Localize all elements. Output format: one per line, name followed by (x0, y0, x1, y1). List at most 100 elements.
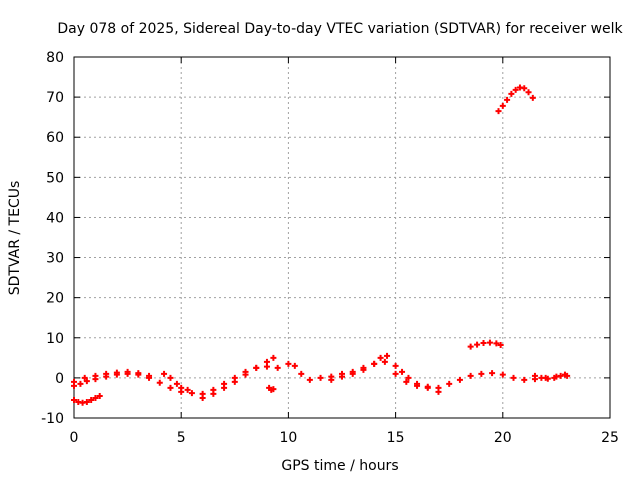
data-point (92, 372, 99, 379)
data-point (339, 373, 345, 380)
data-point (497, 341, 504, 348)
data-point (403, 378, 410, 385)
data-point (392, 362, 399, 369)
data-point (504, 96, 511, 103)
data-point (199, 394, 206, 401)
data-point (291, 362, 298, 369)
data-series (161, 370, 191, 393)
data-point (521, 85, 528, 92)
x-tick-label: 20 (494, 430, 512, 446)
data-point (298, 370, 305, 377)
data-point (221, 384, 228, 391)
data-point (77, 380, 84, 387)
data-series (531, 371, 568, 382)
y-tick-label: 70 (46, 90, 64, 106)
x-tick-label: 15 (387, 430, 405, 446)
data-point (146, 372, 153, 379)
data-point (478, 370, 485, 377)
data-point (557, 372, 564, 379)
data-points (71, 84, 571, 406)
data-series (71, 368, 153, 385)
y-tick-label: 30 (46, 251, 64, 267)
data-point (474, 341, 481, 348)
y-axis-label: SDTVAR / TECUs (7, 181, 23, 296)
data-point (360, 366, 367, 373)
data-point (188, 390, 195, 397)
data-point (274, 364, 281, 371)
data-point (349, 370, 356, 377)
y-tick-labels: -10 0 10 20 30 40 50 60 70 80 (41, 50, 64, 427)
data-point (480, 339, 487, 346)
data-point (399, 368, 406, 375)
data-point (103, 370, 110, 377)
data-point (184, 386, 191, 393)
data-point (81, 374, 88, 381)
data-point (135, 370, 142, 377)
plot-frame (73, 56, 611, 419)
x-tick-label: 5 (177, 430, 186, 446)
data-point (306, 376, 313, 383)
data-point (210, 390, 217, 397)
data-point (424, 384, 431, 391)
data-point (531, 372, 538, 379)
data-point (71, 378, 77, 385)
data-point (521, 376, 528, 383)
data-point (499, 371, 506, 378)
data-point (414, 380, 421, 387)
data-series (495, 84, 536, 115)
data-point (435, 388, 442, 395)
chart-title: Day 078 of 2025, Sidereal Day-to-day VTE… (57, 21, 623, 37)
data-point (83, 398, 90, 405)
data-series (328, 352, 391, 383)
data-point (538, 374, 545, 381)
data-series (199, 354, 277, 401)
data-point (178, 384, 185, 391)
data-point (551, 374, 558, 381)
data-point (328, 376, 335, 383)
data-point (167, 374, 174, 381)
data-point (113, 369, 120, 376)
data-point (384, 352, 391, 359)
data-series (392, 362, 442, 395)
data-point (92, 394, 99, 401)
data-point (508, 90, 515, 97)
data-point (405, 374, 412, 381)
data-point (529, 94, 536, 101)
y-tick-label: 80 (46, 50, 64, 66)
data-point (495, 108, 502, 115)
data-point (173, 380, 180, 387)
y-tick-label: 40 (46, 210, 64, 226)
data-point (156, 379, 163, 386)
data-point (489, 370, 496, 377)
data-point (493, 340, 500, 347)
data-point (263, 358, 270, 365)
data-point (167, 384, 174, 391)
data-point (456, 376, 463, 383)
y-tick-label: -10 (41, 411, 64, 427)
data-point (392, 370, 399, 377)
y-tick-label: 20 (46, 291, 64, 307)
data-point (525, 89, 532, 96)
x-tick-labels: 0 5 10 15 20 25 (70, 430, 619, 446)
data-point (510, 374, 517, 381)
data-point (544, 375, 551, 382)
x-tick-label: 10 (279, 430, 297, 446)
x-tick-label: 0 (70, 430, 79, 446)
data-point (467, 343, 474, 350)
data-point (124, 368, 131, 375)
data-point (270, 386, 277, 393)
data-point (371, 360, 378, 367)
data-point (467, 372, 474, 379)
data-point (96, 392, 103, 399)
grid-lines (74, 57, 610, 418)
y-tick-label: 10 (46, 331, 64, 347)
y-tick-label: 60 (46, 130, 64, 146)
data-point (71, 396, 77, 403)
data-point (242, 371, 249, 378)
data-point (88, 396, 95, 403)
axis-ticks (73, 56, 611, 419)
data-series (266, 384, 277, 393)
data-point (377, 354, 384, 361)
